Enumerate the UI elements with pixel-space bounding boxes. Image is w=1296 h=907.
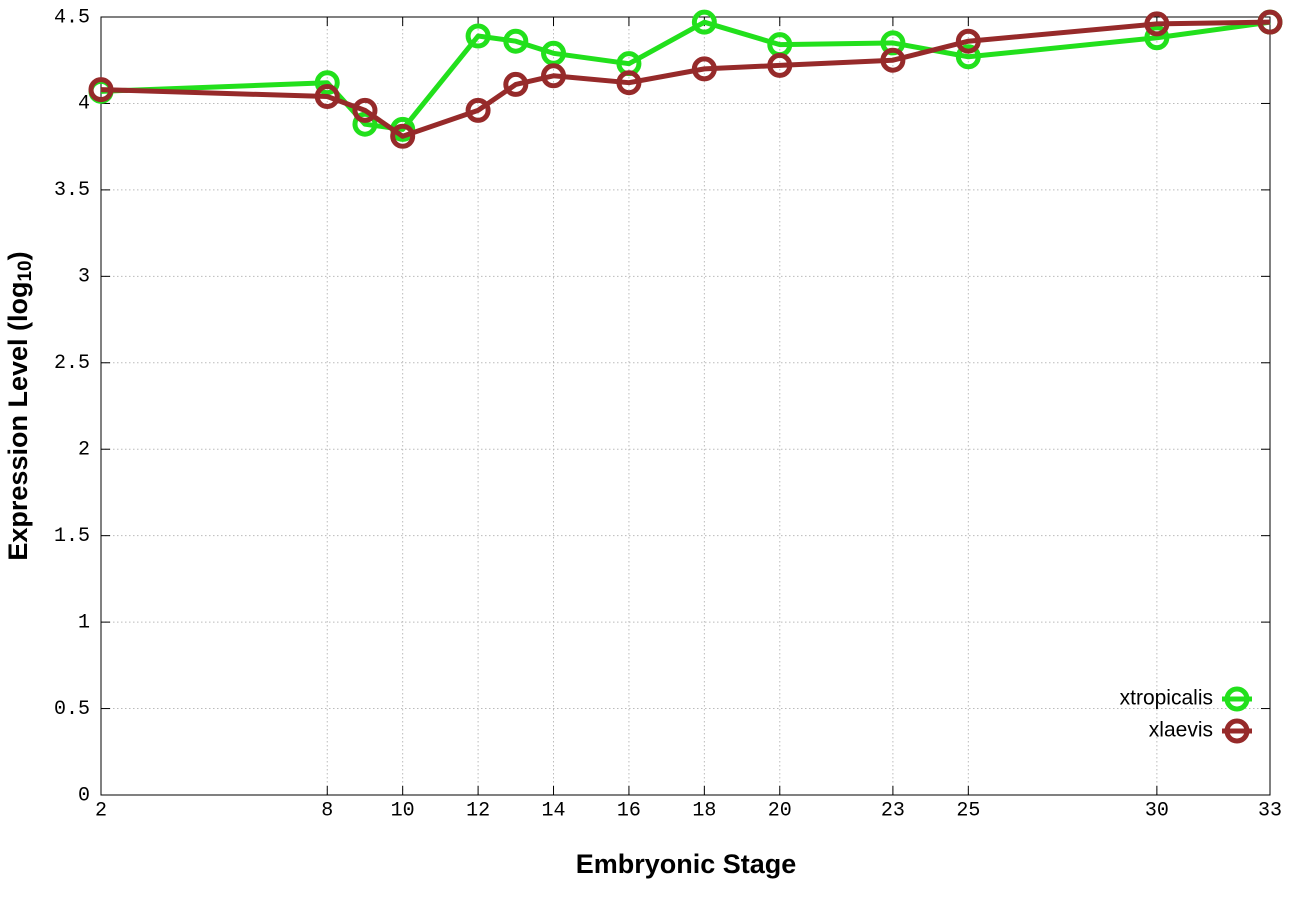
data-point: [1144, 11, 1170, 37]
data-point: [503, 71, 529, 97]
data-point: [880, 30, 906, 56]
legend-label: xtropicalis: [1120, 687, 1213, 710]
y-tick-label: 0.5: [54, 698, 90, 721]
data-point: [352, 97, 378, 123]
data-point: [691, 56, 717, 82]
y-tick-label: 3.5: [54, 179, 90, 202]
x-tick-label: 2: [95, 799, 107, 822]
data-point: [314, 70, 340, 96]
y-axis-label: Expression Level (log10): [3, 251, 36, 560]
x-tick-label: 18: [692, 799, 716, 822]
y-label-main: Expression Level (log: [3, 282, 33, 561]
y-tick-label: 3: [78, 266, 90, 289]
y-tick-label: 4: [78, 93, 90, 116]
legend-label: xlaevis: [1149, 719, 1213, 742]
y-tick-label: 1.5: [54, 525, 90, 548]
y-label-end: ): [3, 251, 33, 260]
data-point: [390, 123, 416, 149]
series-line: [100, 19, 1271, 132]
data-point: [955, 28, 981, 54]
y-tick-label: 1: [78, 611, 90, 634]
y-tick-label: 4.5: [54, 6, 90, 29]
x-tick-label: 16: [617, 799, 641, 822]
data-point: [88, 77, 114, 103]
legend-marker: [1224, 718, 1250, 744]
data-point: [465, 97, 491, 123]
y-label-sub: 10: [15, 260, 36, 281]
data-point: [616, 70, 642, 96]
x-tick-label: 20: [768, 799, 792, 822]
x-tick-label: 25: [956, 799, 980, 822]
data-point: [314, 84, 340, 110]
x-tick-label: 8: [321, 799, 333, 822]
data-point: [880, 47, 906, 73]
x-tick-label: 10: [391, 799, 415, 822]
data-point: [352, 111, 378, 137]
x-tick-label: 23: [881, 799, 905, 822]
data-point: [691, 9, 717, 35]
data-point: [465, 23, 491, 49]
x-tick-label: 33: [1258, 799, 1282, 822]
x-tick-label: 14: [542, 799, 566, 822]
y-tick-label: 0: [78, 784, 90, 807]
data-point: [541, 63, 567, 89]
plot-frame: [100, 16, 1271, 796]
y-tick-label: 2: [78, 439, 90, 462]
series-line: [100, 19, 1271, 139]
x-tick-label: 12: [466, 799, 490, 822]
x-axis-label: Embryonic Stage: [576, 849, 797, 879]
data-point: [503, 28, 529, 54]
data-point: [955, 44, 981, 70]
data-point: [1144, 25, 1170, 51]
legend-marker: [1224, 686, 1250, 712]
x-tick-label: 30: [1145, 799, 1169, 822]
data-point: [767, 52, 793, 78]
y-tick-label: 2.5: [54, 352, 90, 375]
data-point: [1257, 9, 1283, 35]
